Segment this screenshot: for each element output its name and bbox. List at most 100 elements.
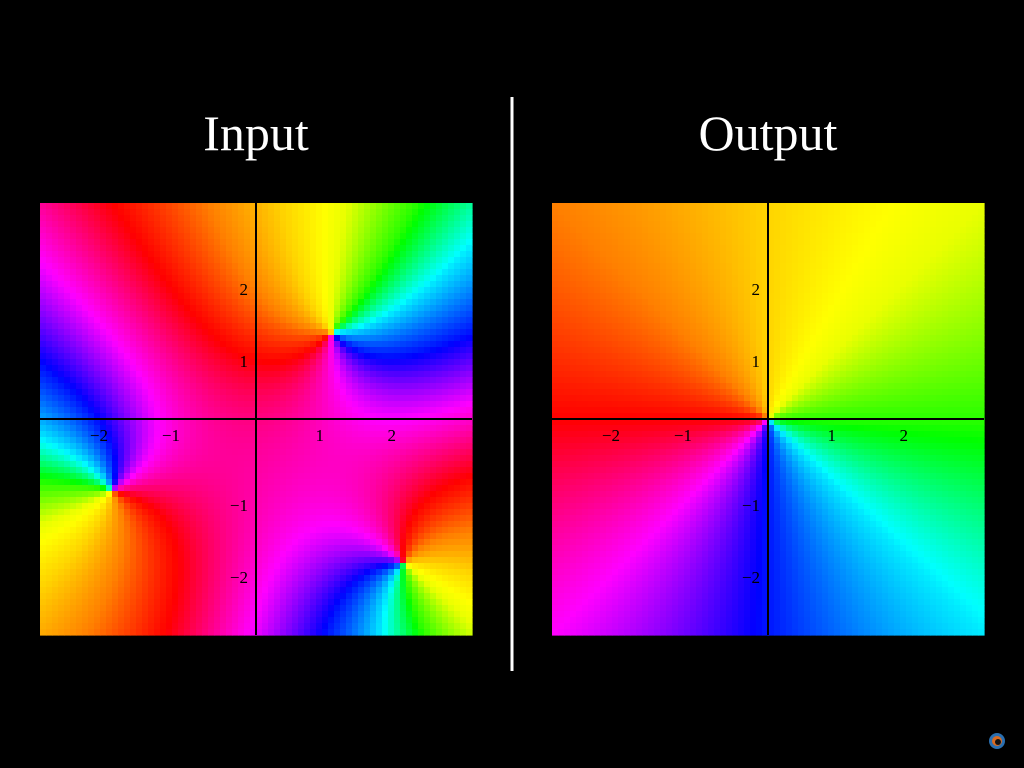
color-cell [310, 353, 317, 360]
color-cell [160, 545, 167, 552]
color-cell [208, 581, 215, 588]
color-cell [46, 347, 53, 354]
color-cell [214, 605, 221, 612]
color-cell [172, 209, 179, 216]
color-cell [208, 305, 215, 312]
color-cell [334, 479, 341, 486]
color-cell [94, 611, 101, 618]
color-cell [172, 233, 179, 240]
color-cell [76, 227, 83, 234]
color-cell [76, 251, 83, 258]
color-cell [154, 293, 161, 300]
color-cell [412, 371, 419, 378]
color-cell [70, 437, 77, 444]
color-cell [208, 311, 215, 318]
color-cell [202, 395, 209, 402]
color-cell [118, 407, 125, 414]
color-cell [178, 563, 185, 570]
color-cell [250, 371, 257, 378]
color-cell [244, 491, 251, 498]
color-cell [208, 293, 215, 300]
color-cell [250, 245, 257, 252]
color-cell [148, 533, 155, 540]
color-cell [46, 533, 53, 540]
color-cell [196, 305, 203, 312]
color-cell [316, 365, 323, 372]
color-cell [106, 593, 113, 600]
color-cell [172, 461, 179, 468]
color-cell [226, 269, 233, 276]
color-cell [154, 377, 161, 384]
color-cell [358, 245, 365, 252]
color-cell [316, 581, 323, 588]
color-cell [376, 251, 383, 258]
color-cell [244, 557, 251, 564]
color-cell [130, 449, 137, 456]
color-cell [148, 335, 155, 342]
color-cell [364, 437, 371, 444]
color-cell [208, 533, 215, 540]
color-cell [232, 557, 239, 564]
color-cell [184, 227, 191, 234]
color-cell [76, 287, 83, 294]
color-cell [280, 593, 287, 600]
color-cell [388, 311, 395, 318]
color-cell [364, 293, 371, 300]
color-cell [166, 203, 173, 210]
color-cell [232, 617, 239, 624]
color-cell [298, 323, 305, 330]
color-cell [358, 605, 365, 612]
color-cell [376, 275, 383, 282]
color-cell [328, 359, 335, 366]
color-cell [256, 305, 263, 312]
color-cell [412, 413, 419, 420]
color-cell [202, 437, 209, 444]
color-cell [370, 353, 377, 360]
color-cell [52, 539, 59, 546]
color-cell [346, 509, 353, 516]
color-cell [136, 419, 143, 426]
color-cell [160, 257, 167, 264]
color-cell [268, 485, 275, 492]
color-cell [166, 419, 173, 426]
color-cell [118, 509, 125, 516]
color-cell [112, 371, 119, 378]
color-cell [148, 269, 155, 276]
color-cell [52, 311, 59, 318]
color-cell [232, 329, 239, 336]
color-cell [112, 605, 119, 612]
color-cell [70, 563, 77, 570]
color-cell [292, 359, 299, 366]
color-cell [328, 443, 335, 450]
color-cell [232, 593, 239, 600]
color-cell [190, 401, 197, 408]
color-cell [118, 353, 125, 360]
color-cell [286, 233, 293, 240]
color-cell [244, 335, 251, 342]
color-cell [436, 551, 443, 558]
color-cell [94, 617, 101, 624]
color-cell [142, 311, 149, 318]
color-cell [310, 443, 317, 450]
color-cell [46, 509, 53, 516]
color-cell [244, 293, 251, 300]
color-cell [100, 605, 107, 612]
color-cell [298, 269, 305, 276]
color-cell [202, 401, 209, 408]
color-cell [268, 347, 275, 354]
color-cell [112, 227, 119, 234]
color-cell [190, 593, 197, 600]
color-cell [340, 371, 347, 378]
color-cell [340, 239, 347, 246]
color-cell [142, 521, 149, 528]
color-cell [376, 227, 383, 234]
color-cell [310, 275, 317, 282]
color-cell [448, 203, 455, 210]
color-cell [292, 569, 299, 576]
color-cell [268, 263, 275, 270]
color-cell [142, 239, 149, 246]
color-cell [118, 377, 125, 384]
color-cell [82, 221, 89, 228]
color-cell [76, 485, 83, 492]
color-cell [196, 419, 203, 426]
